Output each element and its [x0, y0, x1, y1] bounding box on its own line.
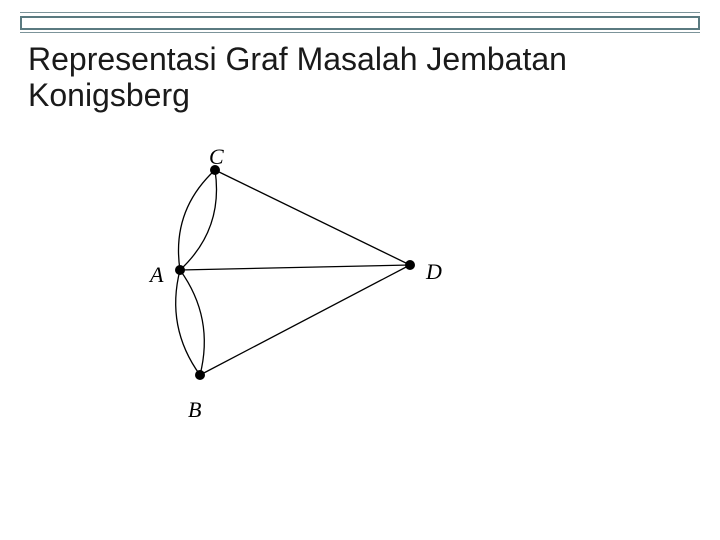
slide-title: Representasi Graf Masalah Jembatan Konig…	[28, 42, 692, 114]
graph-node-D	[405, 260, 415, 270]
graph-edge	[180, 270, 204, 375]
thick-rule-gap	[22, 18, 698, 28]
thin-rule-top	[20, 12, 700, 13]
graph-edge	[180, 265, 410, 270]
graph-svg	[120, 140, 460, 420]
node-label-B: B	[188, 397, 201, 423]
konigsberg-graph: C A B D	[120, 140, 460, 420]
graph-edge	[215, 170, 410, 265]
graph-edge	[180, 170, 217, 270]
thin-rule-bottom	[20, 32, 700, 33]
graph-edge	[178, 170, 215, 270]
node-label-A: A	[150, 262, 163, 288]
graph-node-B	[195, 370, 205, 380]
graph-node-A	[175, 265, 185, 275]
graph-edge	[176, 270, 200, 375]
node-label-C: C	[209, 144, 224, 170]
node-label-D: D	[426, 259, 442, 285]
header-decorative-lines	[20, 12, 700, 36]
graph-edge	[200, 265, 410, 375]
